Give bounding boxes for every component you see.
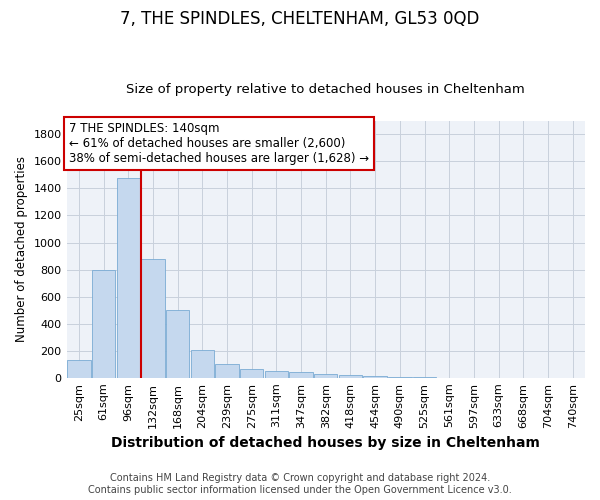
Bar (240, 369, 263, 378)
Text: 7, THE SPINDLES, CHELTENHAM, GL53 0QD: 7, THE SPINDLES, CHELTENHAM, GL53 0QD (121, 10, 479, 28)
Bar (314, 374, 337, 378)
Y-axis label: Number of detached properties: Number of detached properties (15, 156, 28, 342)
Title: Size of property relative to detached houses in Cheltenham: Size of property relative to detached ho… (127, 83, 525, 96)
Bar (339, 375, 362, 378)
Bar (215, 364, 239, 378)
Bar (92, 270, 115, 378)
Text: Contains HM Land Registry data © Crown copyright and database right 2024.
Contai: Contains HM Land Registry data © Crown c… (88, 474, 512, 495)
Text: 7 THE SPINDLES: 140sqm
← 61% of detached houses are smaller (2,600)
38% of semi-: 7 THE SPINDLES: 140sqm ← 61% of detached… (69, 122, 369, 165)
Bar (67, 360, 91, 378)
Bar (388, 377, 412, 378)
Bar (289, 372, 313, 378)
X-axis label: Distribution of detached houses by size in Cheltenham: Distribution of detached houses by size … (112, 436, 540, 450)
Bar (364, 376, 387, 378)
Bar (191, 350, 214, 378)
Bar (116, 178, 140, 378)
Bar (166, 310, 190, 378)
Bar (141, 259, 164, 378)
Bar (265, 371, 288, 378)
